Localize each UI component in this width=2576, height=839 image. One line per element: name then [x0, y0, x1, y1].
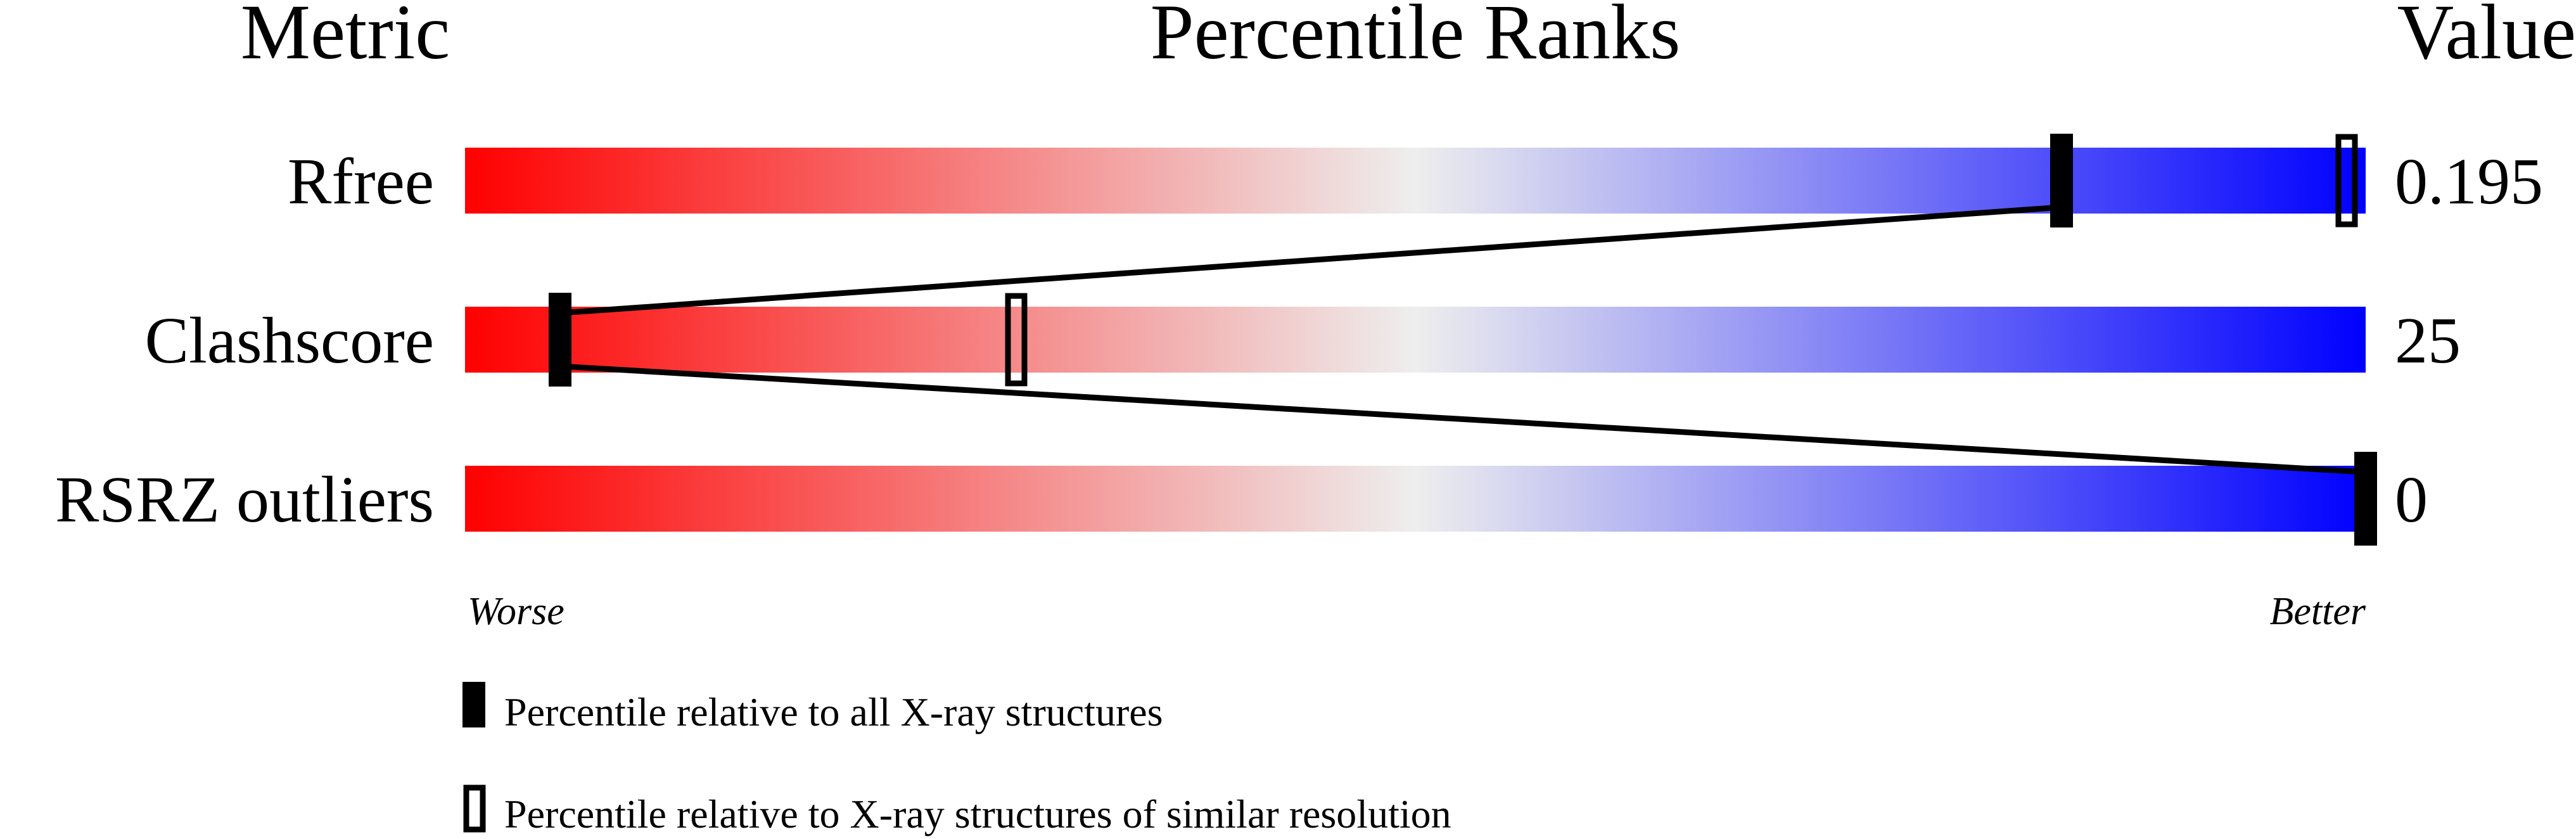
better-label: Better [2270, 590, 2366, 633]
metric-value: 25 [2395, 304, 2461, 377]
metric-label: Rfree [288, 145, 434, 218]
chart-title: Percentile Ranks [1151, 0, 1681, 75]
all-structures-marker [549, 293, 571, 387]
connector-line [559, 363, 2366, 475]
metric-label: Clashscore [145, 304, 434, 377]
percentile-bar [465, 466, 2366, 532]
percentile-bar [465, 148, 2366, 214]
percentile-bar [465, 307, 2366, 373]
legend-hollow-marker [463, 785, 486, 833]
header-metric: Metric [241, 0, 450, 75]
metric-value: 0.195 [2395, 145, 2543, 218]
connector-line [559, 204, 2062, 316]
all-structures-marker [2050, 134, 2073, 227]
metric-value: 0 [2395, 463, 2428, 536]
all-structures-marker [2354, 452, 2377, 546]
worse-label: Worse [468, 590, 564, 633]
legend-hollow-label: Percentile relative to X-ray structures … [504, 791, 1451, 836]
similar-resolution-marker [2335, 134, 2358, 227]
metric-label: RSRZ outliers [55, 463, 434, 536]
legend-filled-marker [462, 682, 485, 727]
legend-filled-label: Percentile relative to all X-ray structu… [504, 689, 1163, 734]
similar-resolution-marker [1005, 293, 1028, 387]
header-value: Value [2397, 0, 2576, 75]
